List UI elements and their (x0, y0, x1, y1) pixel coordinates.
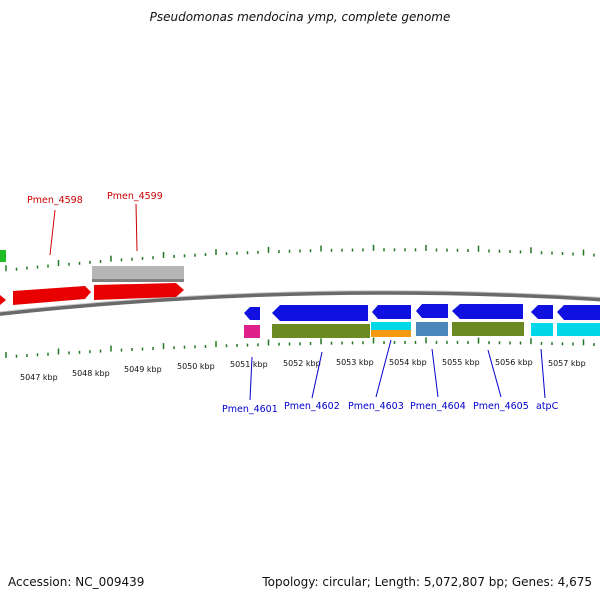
gene-label-pmen-4602[interactable]: Pmen_4602 (284, 401, 340, 412)
feature-steel-4604[interactable] (416, 322, 448, 336)
feature-blue-4603[interactable] (372, 305, 411, 319)
gene-label-pmen-4601[interactable]: Pmen_4601 (222, 404, 278, 415)
kbp-label-5049: 5049 kbp (124, 365, 162, 374)
kbp-label-5055: 5055 kbp (442, 358, 480, 367)
feature-blue-atpC[interactable] (531, 305, 553, 319)
leader-atpc (540, 348, 546, 399)
kbp-label-5051: 5051 kbp (230, 360, 268, 369)
kbp-label-5053: 5053 kbp (336, 358, 374, 367)
gene-label-pmen-4598[interactable]: Pmen_4598 (27, 195, 83, 206)
outer-tick-track (5, 244, 595, 272)
feature-blue-4605[interactable] (452, 304, 523, 319)
kbp-label-5054: 5054 kbp (389, 358, 427, 367)
gene-label-pmen-4599[interactable]: Pmen_4599 (107, 191, 163, 202)
map-title: Pseudomonas mendocina ymp, complete geno… (149, 10, 451, 24)
feature-gray[interactable] (92, 266, 184, 280)
feature-blue-4604[interactable] (416, 304, 448, 318)
genome-backbone-highlight (0, 290, 600, 313)
feature-red-1[interactable] (0, 295, 6, 305)
feature-cyan-edge[interactable] (557, 323, 600, 336)
leader-pmen-4602 (311, 351, 323, 399)
feature-gray-shadow (92, 279, 184, 282)
kbp-label-5050: 5050 kbp (177, 362, 215, 371)
gene-label-pmen-4605[interactable]: Pmen_4605 (473, 401, 529, 412)
genome-backbone (0, 290, 600, 316)
kbp-label-5056: 5056 kbp (495, 358, 533, 367)
accession-text: Accession: NC_009439 (8, 575, 145, 589)
feature-orange-4603[interactable] (371, 330, 411, 337)
kbp-label-5047: 5047 kbp (20, 373, 58, 382)
feature-olive-4605[interactable] (452, 322, 524, 336)
gene-label-pmen-4603[interactable]: Pmen_4603 (348, 401, 404, 412)
feature-cyan-4603[interactable] (371, 322, 411, 330)
feature-blue-4601[interactable] (244, 307, 260, 320)
kbp-label-5057: 5057 kbp (548, 359, 586, 368)
feature-blue-edge[interactable] (557, 305, 600, 320)
feature-blue-4602[interactable] (272, 305, 368, 321)
feature-red-3[interactable] (94, 283, 184, 300)
leader-pmen-4605 (487, 349, 502, 398)
kbp-label-5052: 5052 kbp (283, 359, 321, 368)
leader-pmen-4601 (249, 356, 253, 401)
inner-tick-track (5, 337, 595, 358)
feature-olive-4602[interactable] (272, 324, 370, 338)
topology-text: Topology: circular; Length: 5,072,807 bp… (262, 575, 592, 589)
gene-label-atpc[interactable]: atpC (536, 401, 559, 412)
feature-magenta[interactable] (244, 325, 260, 338)
feature-cyan-atpC[interactable] (531, 323, 553, 336)
leader-pmen-4604 (431, 348, 439, 398)
feature-green[interactable] (0, 250, 6, 262)
kbp-label-5048: 5048 kbp (72, 369, 110, 378)
leader-pmen-4598 (49, 209, 56, 256)
leader-pmen-4599 (135, 203, 138, 252)
feature-red-2[interactable] (13, 286, 91, 305)
gene-label-pmen-4604[interactable]: Pmen_4604 (410, 401, 466, 412)
leader-pmen-4603 (375, 339, 392, 398)
